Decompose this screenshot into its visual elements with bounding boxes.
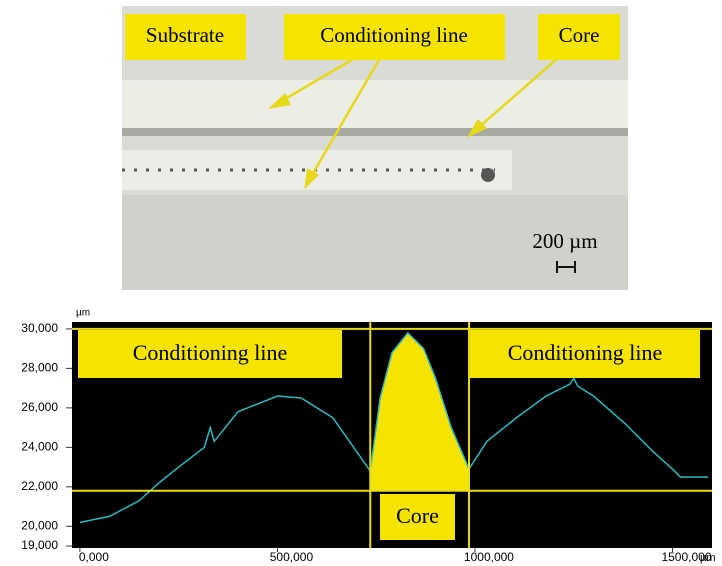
x-tick-label: 1000,000 [464,550,514,564]
annotation: Conditioning line [508,340,663,365]
figure: Substrate Conditioning line Core 200 µm … [0,0,722,566]
x-tick-label: 0,000 [79,550,109,564]
y-tick-label: 28,000 [21,361,58,375]
upper-conditioning-band [122,80,628,130]
bubble [481,168,495,182]
y-tick-label: 22,000 [21,479,58,493]
y-tick-label: 19,000 [21,538,58,552]
micrograph-label: Substrate [146,23,224,47]
y-tick-label: 24,000 [21,440,58,454]
y-axis-unit: µm [76,308,90,319]
y-tick-label: 30,000 [21,321,58,335]
annotation: Core [396,503,439,528]
y-tick-label: 26,000 [21,400,58,414]
micrograph-label: Core [559,23,600,47]
annotation: Conditioning line [133,340,288,365]
x-tick-label: 500,000 [270,550,314,564]
scale-bar-label: 200 µm [532,229,597,253]
micrograph: Substrate Conditioning line Core 200 µm [122,6,628,290]
y-tick-label: 20,000 [21,518,58,532]
x-tick-label: 1500,000 [661,550,711,564]
core-line [122,128,628,136]
micrograph-label: Conditioning line [320,23,468,47]
